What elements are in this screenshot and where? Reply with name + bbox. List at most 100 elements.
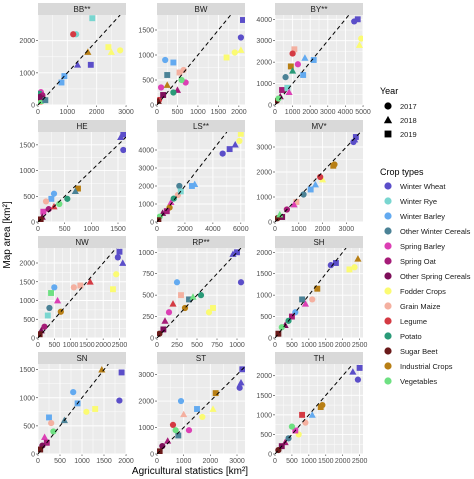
x-tick-label: 3000 bbox=[229, 458, 245, 465]
facet-title: HE bbox=[76, 122, 87, 131]
data-point bbox=[237, 132, 244, 137]
facet-title: LS** bbox=[193, 122, 209, 131]
data-point bbox=[117, 47, 124, 54]
data-point bbox=[287, 63, 294, 70]
data-point bbox=[358, 35, 363, 42]
x-tick-label: 500 bbox=[191, 342, 203, 349]
point-layer bbox=[38, 132, 126, 222]
data-point bbox=[355, 41, 363, 48]
x-tick-label: 1000 bbox=[84, 226, 100, 233]
data-point bbox=[75, 185, 81, 192]
data-point bbox=[118, 369, 125, 376]
y-tick-label: 250 bbox=[142, 314, 154, 321]
data-point bbox=[176, 182, 183, 190]
data-point bbox=[352, 134, 359, 140]
data-point bbox=[301, 300, 310, 307]
point-layer bbox=[38, 15, 124, 105]
y-tick-label: 0 bbox=[268, 336, 272, 343]
y-tick-label: 1000 bbox=[19, 70, 35, 77]
y-tick-label: 1000 bbox=[19, 298, 35, 305]
y-tick-label: 1500 bbox=[138, 28, 154, 35]
y-tick-label: 2000 bbox=[256, 60, 272, 67]
identity-line bbox=[38, 248, 117, 338]
y-tick-label: 1000 bbox=[19, 168, 35, 175]
data-point bbox=[177, 397, 185, 405]
data-point bbox=[116, 397, 123, 404]
y-tick-label: 1000 bbox=[138, 53, 154, 60]
data-point bbox=[50, 428, 57, 435]
data-point bbox=[38, 93, 43, 101]
x-tick-label: 3000 bbox=[320, 109, 336, 116]
x-tick-label: 0 bbox=[155, 458, 159, 465]
data-point bbox=[120, 132, 126, 138]
x-tick-label: 2000 bbox=[315, 226, 331, 233]
legend-label: Spring Barley bbox=[400, 242, 445, 251]
legend-label: 2019 bbox=[400, 130, 417, 139]
data-point bbox=[51, 284, 58, 291]
y-tick-label: 750 bbox=[142, 271, 154, 278]
data-point bbox=[210, 305, 216, 311]
identity-line bbox=[38, 15, 121, 105]
data-point bbox=[300, 72, 307, 78]
y-tick-label: 500 bbox=[23, 194, 35, 201]
data-point bbox=[48, 419, 55, 427]
data-point bbox=[332, 260, 339, 266]
facet-strip bbox=[275, 236, 363, 248]
data-point bbox=[170, 195, 177, 202]
data-point bbox=[289, 50, 296, 57]
facet-he: HE 0 500 1000 1500 0 500 1000 1500 bbox=[19, 120, 126, 233]
data-point bbox=[48, 195, 55, 202]
facet-title: SH bbox=[313, 238, 324, 247]
data-point bbox=[237, 378, 245, 386]
identity-line bbox=[157, 132, 228, 222]
x-tick-label: 2000 bbox=[335, 458, 351, 465]
legend-label: Other Spring Cereals bbox=[400, 272, 471, 281]
data-point bbox=[302, 419, 309, 426]
facet-strip bbox=[38, 3, 126, 15]
facet-strip bbox=[38, 236, 126, 248]
data-point bbox=[290, 200, 298, 208]
y-tick-label: 2000 bbox=[138, 399, 154, 406]
data-point bbox=[162, 56, 169, 64]
y-tick-label: 0 bbox=[31, 103, 35, 110]
y-tick-label: 0 bbox=[31, 452, 35, 459]
data-point bbox=[299, 411, 306, 418]
x-tick-label: 750 bbox=[211, 342, 223, 349]
data-point bbox=[351, 18, 358, 25]
x-tick-label: 5000 bbox=[355, 109, 371, 116]
identity-line bbox=[38, 364, 109, 454]
legend-swatch bbox=[384, 257, 392, 265]
data-point bbox=[41, 323, 48, 330]
data-point bbox=[71, 187, 79, 194]
data-point bbox=[185, 427, 193, 434]
y-tick-label: 1500 bbox=[256, 393, 272, 400]
data-point bbox=[170, 89, 177, 96]
data-point bbox=[279, 87, 285, 93]
x-tick-label: 2000 bbox=[89, 109, 105, 116]
data-point bbox=[105, 44, 112, 51]
facet-sn: SN 0 500 1000 1500 2000 0 500 1000 1500 bbox=[19, 352, 134, 465]
data-point bbox=[356, 364, 363, 371]
data-point bbox=[330, 162, 337, 169]
data-point bbox=[42, 198, 50, 205]
x-tick-label: 0 bbox=[36, 342, 40, 349]
data-point bbox=[64, 195, 71, 202]
y-tick-label: 3000 bbox=[138, 166, 154, 173]
data-point bbox=[164, 72, 171, 78]
facet-strip bbox=[275, 3, 363, 15]
y-tick-label: 1000 bbox=[256, 293, 272, 300]
data-point bbox=[309, 296, 316, 303]
identity-line bbox=[38, 136, 126, 222]
identity-line bbox=[275, 248, 347, 338]
facet-strip bbox=[157, 352, 245, 364]
y-tick-label: 0 bbox=[31, 220, 35, 227]
data-point bbox=[285, 88, 293, 95]
x-tick-label: 1500 bbox=[79, 342, 95, 349]
y-tick-label: 500 bbox=[23, 317, 35, 324]
legend-symbol-circle bbox=[384, 102, 392, 110]
data-point bbox=[56, 200, 63, 208]
